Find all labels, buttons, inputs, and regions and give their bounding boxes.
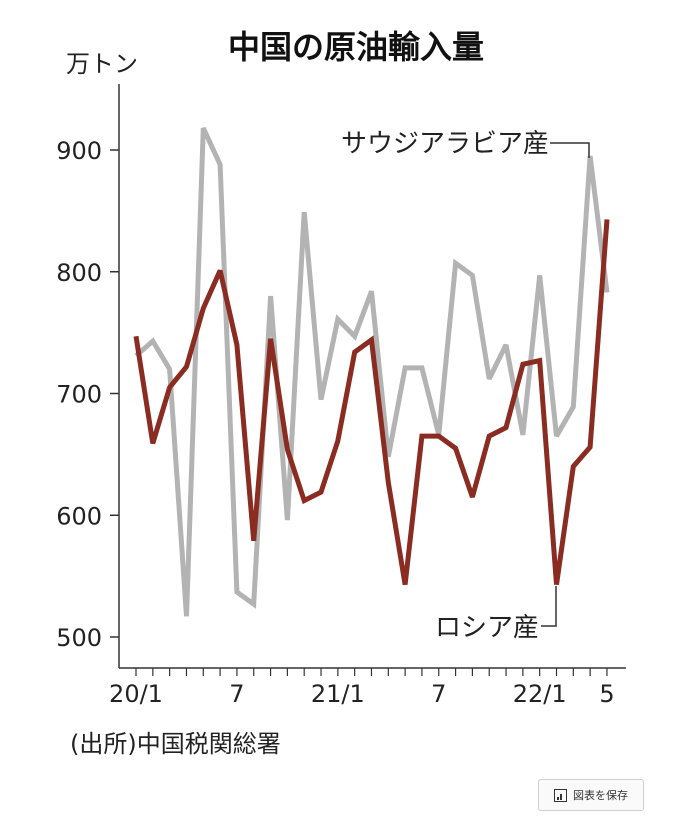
y-tick-label: 900 (56, 137, 102, 165)
y-tick-label: 500 (56, 624, 102, 652)
y-axis-unit: 万トン (66, 50, 138, 78)
leader-russia (541, 586, 557, 627)
x-tick-label: 5 (599, 680, 614, 708)
x-ticks: 20/1 7 21/1 7 22/1 5 (109, 668, 615, 708)
save-chart-button[interactable]: 図表を保存 (538, 779, 644, 811)
x-tick-label: 20/1 (109, 680, 163, 708)
save-chart-label: 図表を保存 (573, 789, 628, 802)
label-saudi: サウジアラビア産 (341, 129, 549, 159)
x-tick-label: 22/1 (513, 680, 567, 708)
series-lines (133, 127, 610, 617)
label-russia: ロシア産 (435, 613, 539, 643)
x-tick-label: 7 (229, 680, 244, 708)
series-line-russia (133, 219, 610, 586)
x-tick-label: 21/1 (311, 680, 365, 708)
y-tick-label: 600 (56, 502, 102, 530)
series-line-saudi (134, 127, 610, 617)
y-tick-label: 800 (56, 259, 102, 287)
source-note: (出所)中国税関総署 (70, 730, 281, 758)
y-ticks: 500 600 700 800 900 (56, 137, 119, 652)
leader-saudi (550, 142, 590, 158)
chart-title: 中国の原油輸入量 (228, 28, 484, 66)
x-tick-label: 7 (431, 680, 446, 708)
y-tick-label: 700 (56, 381, 102, 409)
bar-chart-icon (554, 788, 567, 802)
